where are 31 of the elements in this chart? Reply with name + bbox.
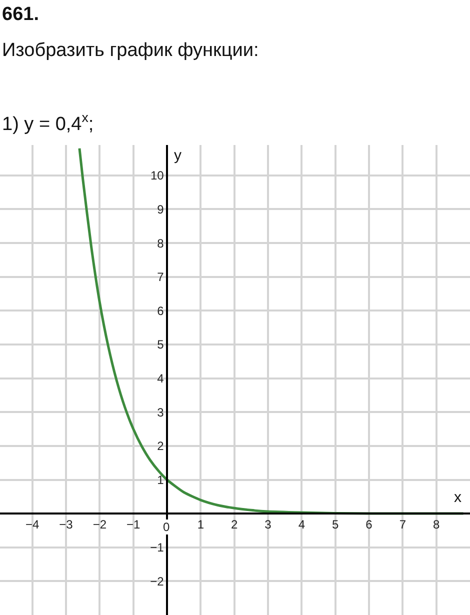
line-series — [78, 147, 465, 515]
y-tick-label: 3 — [157, 405, 164, 420]
x-tick-label: 6 — [366, 518, 373, 532]
x-tick-label: 1 — [197, 518, 204, 532]
y-tick-label: 2 — [157, 439, 164, 454]
y-tick-label: 8 — [157, 236, 164, 250]
text: 1) y = 0,4$^{x}$; — [2, 110, 94, 135]
x-tick-label: 0 — [163, 520, 170, 534]
x-tick-label: 3 — [264, 518, 272, 532]
y-tick-label: 4 — [157, 372, 164, 386]
x-tick-label: −3 — [59, 518, 74, 532]
y-tick-label: −2 — [150, 574, 164, 588]
y-tick-label: 1 — [157, 472, 164, 487]
y-tick-label: 6 — [157, 304, 164, 318]
y-tick-label: 10 — [150, 168, 164, 183]
x-tick-label: 4 — [298, 518, 306, 532]
chart-subtitle: Изобразить график функции: — [2, 40, 259, 61]
x-tick-label: 7 — [399, 518, 406, 532]
x-tick-label: 2 — [230, 518, 238, 532]
y-axis-title: y — [174, 147, 182, 164]
y-tick-label: −1 — [150, 540, 164, 555]
y-tick-label: 9 — [157, 202, 164, 216]
x-axis-title: x — [454, 489, 462, 506]
x-tick-label: 5 — [332, 518, 339, 532]
x-tick-label: 8 — [432, 518, 440, 532]
y-tick-label: 7 — [157, 270, 164, 284]
x-tick-label: −2 — [92, 518, 107, 532]
chart-title: 661. — [2, 4, 39, 25]
y-tick-label: 5 — [157, 338, 164, 352]
x-tick-label: −4 — [25, 518, 40, 532]
x-tick-label: −1 — [126, 518, 140, 532]
